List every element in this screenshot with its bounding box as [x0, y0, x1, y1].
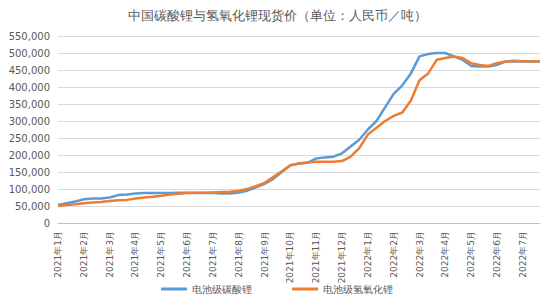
svg-text:电池级氢氧化锂: 电池级氢氧化锂: [323, 284, 393, 295]
svg-text:400,000: 400,000: [9, 82, 50, 93]
svg-text:2021年11月: 2021年11月: [311, 231, 321, 283]
svg-text:2021年4月: 2021年4月: [130, 231, 140, 278]
svg-text:2021年3月: 2021年3月: [105, 231, 115, 278]
svg-text:中国碳酸锂与氢氧化锂现货价（单位：人民币／吨）: 中国碳酸锂与氢氧化锂现货价（单位：人民币／吨）: [128, 8, 427, 23]
svg-text:2022年4月: 2022年4月: [440, 231, 450, 278]
svg-text:2021年7月: 2021年7月: [208, 231, 218, 278]
svg-text:2022年7月: 2022年7月: [518, 231, 528, 278]
svg-text:2022年2月: 2022年2月: [389, 231, 399, 278]
svg-text:200,000: 200,000: [9, 150, 50, 161]
svg-text:2021年8月: 2021年8月: [234, 231, 244, 278]
svg-text:150,000: 150,000: [9, 167, 50, 178]
svg-text:2022年5月: 2022年5月: [466, 231, 476, 278]
svg-text:300,000: 300,000: [9, 116, 50, 127]
svg-text:2021年1月: 2021年1月: [53, 231, 63, 278]
svg-text:450,000: 450,000: [9, 65, 50, 76]
svg-text:2021年5月: 2021年5月: [156, 231, 166, 278]
svg-text:100,000: 100,000: [9, 184, 50, 195]
svg-text:2022年6月: 2022年6月: [492, 231, 502, 278]
svg-text:2022年1月: 2022年1月: [363, 231, 373, 278]
svg-text:350,000: 350,000: [9, 99, 50, 110]
svg-text:250,000: 250,000: [9, 133, 50, 144]
svg-text:2021年10月: 2021年10月: [285, 231, 295, 283]
svg-text:电池级碳酸锂: 电池级碳酸锂: [192, 284, 252, 295]
svg-text:50,000: 50,000: [15, 201, 50, 212]
svg-text:500,000: 500,000: [9, 48, 50, 59]
svg-text:2022年3月: 2022年3月: [415, 231, 425, 278]
svg-text:2021年9月: 2021年9月: [260, 231, 270, 278]
svg-text:2021年6月: 2021年6月: [182, 231, 192, 278]
svg-text:550,000: 550,000: [9, 31, 50, 42]
svg-text:2021年12月: 2021年12月: [337, 231, 347, 283]
svg-text:0: 0: [44, 218, 50, 229]
svg-text:2021年2月: 2021年2月: [79, 231, 89, 278]
